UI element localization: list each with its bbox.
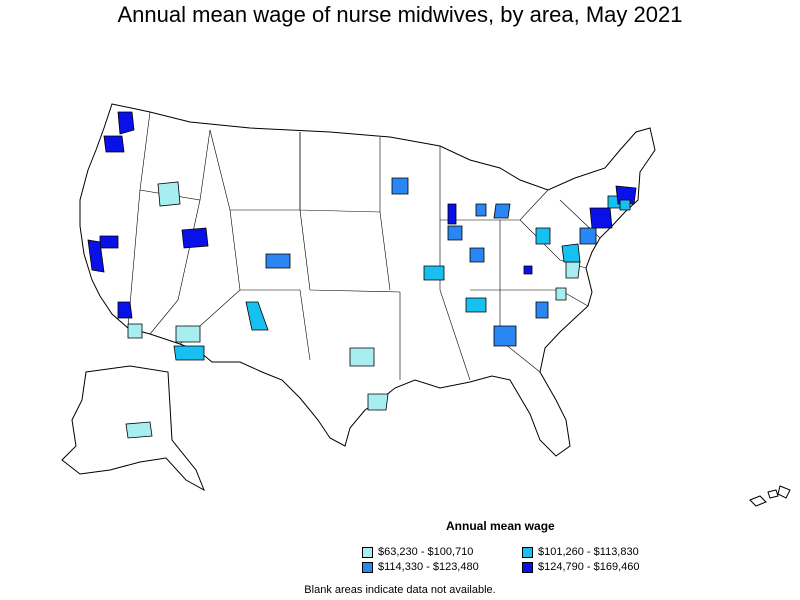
- wage-areas: [87, 111, 637, 411]
- legend-title: Annual mean wage: [446, 519, 555, 533]
- legend-swatch-4: [522, 561, 533, 573]
- area-charlotte: [535, 301, 549, 319]
- area-greensboro: [555, 287, 567, 301]
- legend-item-1: $63,230 - $100,710: [362, 546, 473, 558]
- area-houston: [367, 393, 389, 411]
- area-new-york: [589, 207, 613, 229]
- area-dallas: [349, 347, 375, 367]
- legend-item-3: $114,330 - $123,480: [362, 561, 479, 573]
- area-seattle: [117, 111, 135, 135]
- legend-swatch-3: [362, 561, 373, 573]
- area-portland-me: [619, 199, 631, 211]
- area-nashville: [465, 297, 487, 313]
- area-phoenix: [175, 325, 201, 343]
- area-los-angeles: [117, 301, 133, 319]
- legend-label-3: $114,330 - $123,480: [378, 561, 479, 573]
- legend-label-1: $63,230 - $100,710: [378, 546, 474, 558]
- area-minneapolis: [391, 177, 409, 195]
- area-san-diego: [127, 323, 143, 339]
- legend-swatch-1: [362, 546, 373, 558]
- area-salt-lake: [181, 227, 209, 249]
- area-chicago: [447, 225, 463, 241]
- area-boston: [615, 185, 637, 205]
- area-richmond: [565, 261, 581, 279]
- area-anchorage: [125, 421, 153, 439]
- area-portland: [103, 135, 125, 153]
- area-denver: [265, 253, 291, 269]
- legend-label-2: $101,260 - $113,830: [538, 546, 639, 558]
- area-sacramento: [99, 235, 119, 249]
- area-kansas-city: [423, 265, 445, 281]
- area-detroit: [493, 203, 511, 219]
- legend-swatch-2: [522, 546, 533, 558]
- area-boise: [157, 181, 181, 207]
- area-columbus: [523, 265, 533, 275]
- footnote: Blank areas indicate data not available.: [304, 584, 496, 596]
- legend-item-4: $124,790 - $169,460: [522, 561, 640, 573]
- area-atlanta: [493, 325, 517, 347]
- map-title: Annual mean wage of nurse midwives, by a…: [117, 2, 683, 27]
- area-pittsburgh: [535, 227, 551, 245]
- hawaii-outline: [749, 485, 791, 507]
- area-milwaukee: [447, 203, 457, 225]
- area-tucson: [173, 345, 205, 361]
- legend-label-4: $124,790 - $169,460: [538, 561, 640, 573]
- area-baltimore-dc: [561, 243, 581, 263]
- area-indianapolis: [469, 247, 485, 263]
- area-albuquerque: [245, 301, 269, 331]
- legend-item-2: $101,260 - $113,830: [522, 546, 639, 558]
- area-grand-rapids: [475, 203, 487, 217]
- area-sf-bay: [87, 239, 105, 273]
- area-philadelphia: [579, 227, 597, 245]
